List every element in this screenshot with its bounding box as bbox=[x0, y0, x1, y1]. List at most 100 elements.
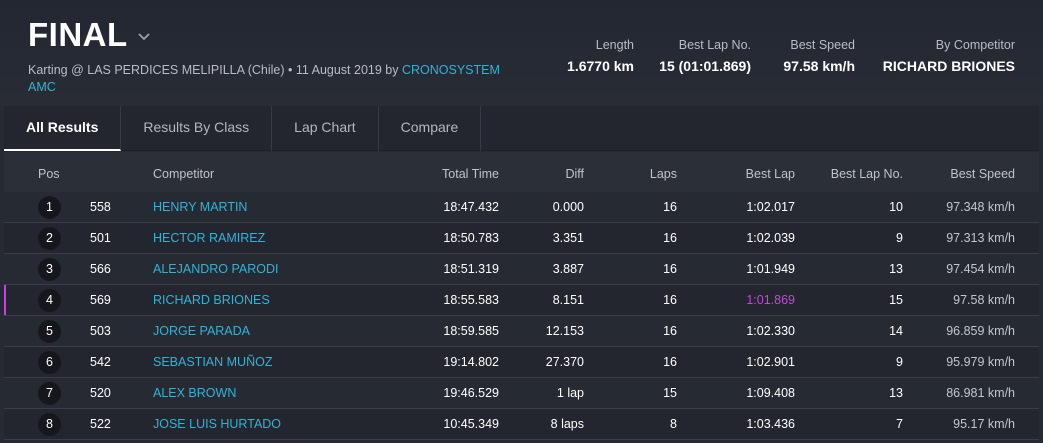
table-row[interactable]: 5 503 JORGE PARADA 18:59.585 12.153 16 1… bbox=[4, 316, 1039, 347]
results-table: Pos Competitor Total Time Diff Laps Best… bbox=[4, 152, 1039, 440]
kart-number: 522 bbox=[90, 417, 111, 431]
stat-length: Length 1.6770 km bbox=[567, 38, 634, 74]
position-badge: 6 bbox=[38, 351, 61, 374]
best-lap-no: 13 bbox=[889, 386, 903, 400]
laps: 16 bbox=[663, 293, 677, 307]
stat-best-lap-no: Best Lap No. 15 (01:01.869) bbox=[659, 38, 751, 74]
competitor-link[interactable]: JORGE PARADA bbox=[153, 324, 251, 338]
kart-number: 501 bbox=[90, 231, 111, 245]
kart-number: 569 bbox=[90, 293, 111, 307]
best-lap-no: 7 bbox=[896, 417, 903, 431]
best-lap: 1:02.039 bbox=[746, 231, 795, 245]
stat-best-lap-no-value: 15 (01:01.869) bbox=[659, 58, 751, 74]
best-speed: 86.981 km/h bbox=[946, 386, 1015, 400]
diff: 27.370 bbox=[545, 355, 584, 369]
header-total-time[interactable]: Total Time bbox=[442, 167, 499, 181]
header-best-speed[interactable]: Best Speed bbox=[950, 167, 1015, 181]
best-speed: 97.58 km/h bbox=[953, 293, 1015, 307]
best-speed: 97.454 km/h bbox=[946, 262, 1015, 276]
best-lap-no: 13 bbox=[889, 262, 903, 276]
stat-by-competitor: By Competitor RICHARD BRIONES bbox=[883, 38, 1015, 74]
laps: 16 bbox=[663, 324, 677, 338]
position-badge: 2 bbox=[38, 227, 61, 250]
diff: 3.887 bbox=[552, 262, 584, 276]
diff: 12.153 bbox=[545, 324, 584, 338]
laps: 16 bbox=[663, 231, 677, 245]
best-speed: 95.17 km/h bbox=[953, 417, 1015, 431]
table-header: Pos Competitor Total Time Diff Laps Best… bbox=[4, 152, 1039, 192]
best-lap: 1:01.949 bbox=[746, 262, 795, 276]
laps: 8 bbox=[670, 417, 677, 431]
competitor-link[interactable]: ALEJANDRO PARODI bbox=[153, 262, 279, 276]
best-speed: 97.313 km/h bbox=[946, 231, 1015, 245]
table-row[interactable]: 7 520 ALEX BROWN 19:46.529 1 lap 15 1:09… bbox=[4, 378, 1039, 409]
header-best-lap-no[interactable]: Best Lap No. bbox=[830, 167, 903, 181]
competitor-link[interactable]: HENRY MARTIN bbox=[153, 200, 248, 214]
position-badge: 1 bbox=[38, 196, 61, 219]
diff: 3.351 bbox=[552, 231, 584, 245]
total-time: 19:46.529 bbox=[443, 386, 499, 400]
best-speed: 95.979 km/h bbox=[946, 355, 1015, 369]
total-time: 18:47.432 bbox=[443, 200, 499, 214]
best-lap: 1:02.330 bbox=[746, 324, 795, 338]
best-lap: 1:02.901 bbox=[746, 355, 795, 369]
diff: 8.151 bbox=[552, 293, 584, 307]
stat-best-speed-label: Best Speed bbox=[790, 38, 855, 52]
position-badge: 5 bbox=[38, 320, 61, 343]
best-lap-no: 9 bbox=[896, 231, 903, 245]
header-diff[interactable]: Diff bbox=[565, 167, 584, 181]
diff: 1 lap bbox=[556, 386, 584, 400]
header-best-lap[interactable]: Best Lap bbox=[745, 167, 795, 181]
total-time: 18:55.583 bbox=[443, 293, 499, 307]
total-time: 18:51.319 bbox=[443, 262, 499, 276]
best-lap-no: 14 bbox=[889, 324, 903, 338]
best-lap: 1:03.436 bbox=[746, 417, 795, 431]
tab-compare[interactable]: Compare bbox=[379, 106, 482, 151]
laps: 16 bbox=[663, 200, 677, 214]
best-lap: 1:09.408 bbox=[746, 386, 795, 400]
stat-best-speed: Best Speed 97.58 km/h bbox=[783, 38, 855, 74]
stat-length-value: 1.6770 km bbox=[567, 58, 634, 74]
position-badge: 4 bbox=[38, 289, 61, 312]
best-lap-no: 9 bbox=[896, 355, 903, 369]
header-laps[interactable]: Laps bbox=[649, 167, 677, 181]
table-row[interactable]: 3 566 ALEJANDRO PARODI 18:51.319 3.887 1… bbox=[4, 254, 1039, 285]
best-lap: 1:02.017 bbox=[746, 200, 795, 214]
competitor-link[interactable]: SEBASTIAN MUÑOZ bbox=[153, 355, 273, 369]
chevron-down-icon[interactable] bbox=[136, 29, 152, 45]
laps: 16 bbox=[663, 355, 677, 369]
total-time: 19:14.802 bbox=[443, 355, 499, 369]
position-badge: 3 bbox=[38, 258, 61, 281]
table-row[interactable]: 2 501 HECTOR RAMIREZ 18:50.783 3.351 16 … bbox=[4, 223, 1039, 254]
diff: 0.000 bbox=[552, 200, 584, 214]
position-badge: 7 bbox=[38, 382, 61, 405]
stat-best-lap-no-label: Best Lap No. bbox=[678, 38, 751, 52]
kart-number: 566 bbox=[90, 262, 111, 276]
tab-all-results[interactable]: All Results bbox=[4, 106, 122, 151]
stat-best-speed-value: 97.58 km/h bbox=[783, 58, 855, 74]
tab-results-by-class[interactable]: Results By Class bbox=[121, 106, 273, 151]
competitor-link[interactable]: ALEX BROWN bbox=[153, 386, 237, 400]
table-row[interactable]: 1 558 HENRY MARTIN 18:47.432 0.000 16 1:… bbox=[4, 192, 1039, 223]
header-pos[interactable]: Pos bbox=[38, 167, 60, 181]
best-lap-fastest: 1:01.869 bbox=[746, 293, 795, 307]
tab-lap-chart[interactable]: Lap Chart bbox=[272, 106, 379, 151]
table-row[interactable]: 6 542 SEBASTIAN MUÑOZ 19:14.802 27.370 1… bbox=[4, 347, 1039, 378]
diff: 8 laps bbox=[550, 417, 584, 431]
best-speed: 97.348 km/h bbox=[946, 200, 1015, 214]
organizer-link[interactable]: CRONOSYSTEM AMC bbox=[28, 63, 500, 94]
table-row[interactable]: 8 522 JOSE LUIS HURTADO 10:45.349 8 laps… bbox=[4, 409, 1039, 440]
total-time: 18:50.783 bbox=[443, 231, 499, 245]
stat-length-label: Length bbox=[595, 38, 634, 52]
event-header: FINAL Karting @ LAS PERDICES MELIPILLA (… bbox=[0, 0, 1043, 106]
best-lap-no: 15 bbox=[889, 293, 903, 307]
kart-number: 520 bbox=[90, 386, 111, 400]
header-competitor[interactable]: Competitor bbox=[153, 167, 215, 181]
total-time: 10:45.349 bbox=[443, 417, 499, 431]
competitor-link[interactable]: RICHARD BRIONES bbox=[153, 293, 270, 307]
table-row-fastest[interactable]: 4 569 RICHARD BRIONES 18:55.583 8.151 16… bbox=[4, 285, 1039, 316]
competitor-link[interactable]: JOSE LUIS HURTADO bbox=[153, 417, 282, 431]
competitor-link[interactable]: HECTOR RAMIREZ bbox=[153, 231, 266, 245]
kart-number: 542 bbox=[90, 355, 111, 369]
page-title: FINAL bbox=[28, 16, 128, 53]
